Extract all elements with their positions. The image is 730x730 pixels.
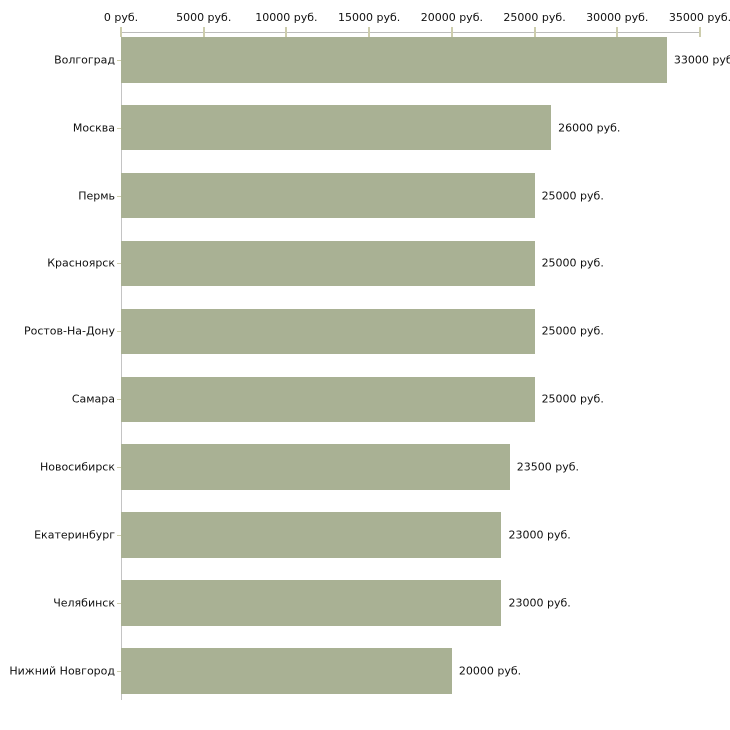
x-axis-tick	[699, 27, 701, 37]
bar	[121, 240, 535, 287]
x-axis-tick	[285, 27, 288, 37]
category-label: Волгоград	[54, 53, 115, 67]
bar	[121, 104, 552, 151]
y-axis-tick	[117, 670, 121, 672]
bar	[121, 648, 452, 694]
x-axis-tick-label: 30000 руб.	[586, 11, 649, 24]
x-axis-tick	[533, 27, 536, 37]
y-axis-tick	[117, 263, 121, 265]
category-label: Москва	[72, 121, 115, 135]
category-label: Нижний Новгород	[9, 664, 115, 678]
bar	[121, 376, 535, 422]
y-axis-tick	[117, 331, 121, 333]
x-axis-tick	[368, 27, 371, 37]
y-axis-tick	[117, 535, 121, 537]
value-label: 25000 руб.	[541, 256, 604, 270]
x-axis-tick-label: 35000 руб.	[668, 11, 730, 24]
bar	[121, 308, 535, 355]
value-label: 23500 руб.	[516, 460, 580, 474]
x-axis-line	[121, 32, 701, 33]
value-label: 33000 руб.	[673, 53, 730, 67]
x-axis-tick-label: 15000 руб.	[338, 11, 401, 24]
x-axis-tick	[202, 27, 205, 37]
value-label: 25000 руб.	[541, 189, 604, 203]
bar	[121, 37, 667, 83]
x-axis-tick-label: 25000 руб.	[503, 11, 566, 24]
bar	[121, 172, 535, 219]
x-axis-tick	[120, 27, 122, 37]
x-axis-tick-label: 5000 руб.	[176, 11, 232, 24]
y-axis-line	[121, 32, 122, 700]
x-axis-tick-label: 10000 руб.	[255, 11, 318, 24]
bar	[121, 512, 502, 558]
y-axis-tick	[117, 59, 121, 61]
y-axis-tick	[117, 602, 121, 604]
x-axis-tick	[450, 27, 453, 37]
category-label: Самара	[71, 392, 115, 406]
category-label: Екатеринбург	[34, 528, 115, 542]
category-label: Челябинск	[53, 596, 115, 610]
value-label: 25000 руб.	[541, 324, 604, 338]
x-axis-tick-label: 0 руб.	[103, 11, 139, 24]
value-label: 23000 руб.	[508, 528, 571, 542]
x-axis-tick	[616, 27, 619, 37]
bar	[121, 444, 510, 490]
value-label: 26000 руб.	[558, 121, 621, 135]
x-axis-tick-label: 20000 руб.	[420, 11, 483, 24]
category-label: Пермь	[78, 189, 115, 203]
category-label: Новосибирск	[39, 460, 115, 474]
y-axis-tick	[117, 127, 121, 129]
y-axis-tick	[117, 195, 121, 197]
bar	[121, 580, 502, 626]
value-label: 23000 руб.	[508, 596, 571, 610]
category-label: Красноярск	[47, 256, 115, 270]
value-label: 25000 руб.	[541, 392, 604, 406]
y-axis-tick	[117, 399, 121, 401]
y-axis-tick	[117, 467, 121, 469]
value-label: 20000 руб.	[458, 664, 522, 678]
category-label: Ростов-На-Дону	[23, 324, 115, 338]
